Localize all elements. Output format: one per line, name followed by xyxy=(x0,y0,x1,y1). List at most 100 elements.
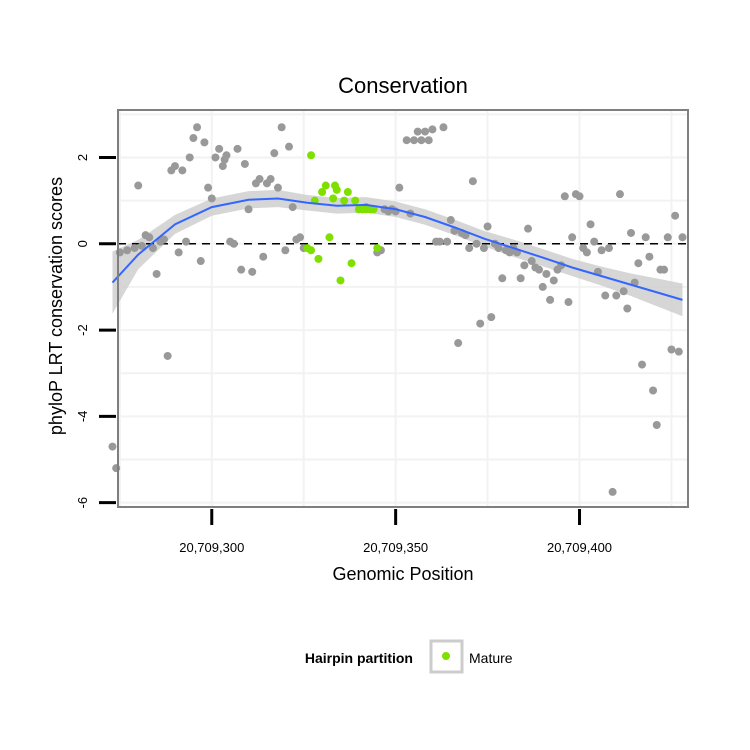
other-point xyxy=(413,127,422,136)
other-point xyxy=(671,211,680,220)
x-tick-label: 20,709,400 xyxy=(547,540,612,555)
mature-point xyxy=(336,276,345,285)
other-point xyxy=(494,244,503,253)
other-point xyxy=(667,345,676,354)
other-point xyxy=(638,360,647,369)
other-point xyxy=(200,138,209,147)
mature-point xyxy=(321,181,330,190)
mature-point xyxy=(351,196,360,205)
other-point xyxy=(645,252,654,261)
other-point xyxy=(410,136,419,145)
mature-point xyxy=(340,196,349,205)
mature-point xyxy=(343,187,352,196)
other-point xyxy=(498,274,507,283)
other-point xyxy=(663,233,672,242)
other-point xyxy=(674,347,683,356)
other-point xyxy=(163,351,172,360)
other-point xyxy=(476,319,485,328)
x-axis-title: Genomic Position xyxy=(332,564,473,584)
other-point xyxy=(273,183,282,192)
y-axis: -6 -4 -2 0 2 xyxy=(75,154,116,509)
other-point xyxy=(152,269,161,278)
mature-point xyxy=(347,259,356,268)
other-point xyxy=(402,136,411,145)
mature-point xyxy=(307,151,316,160)
other-point xyxy=(623,304,632,313)
other-point xyxy=(204,183,213,192)
other-point xyxy=(395,183,404,192)
other-point xyxy=(211,153,220,162)
other-point xyxy=(468,177,477,186)
other-point xyxy=(123,246,132,255)
other-point xyxy=(439,123,448,132)
other-point xyxy=(564,298,573,307)
other-point xyxy=(193,123,202,132)
other-point xyxy=(582,248,591,257)
other-point xyxy=(568,233,577,242)
other-point xyxy=(281,246,290,255)
confidence-ribbon-layer xyxy=(112,189,683,317)
y-axis-title: phyloP LRT conservation scores xyxy=(46,177,66,435)
plot-frame xyxy=(117,109,689,508)
plot-background xyxy=(118,110,688,507)
other-point xyxy=(134,181,143,190)
other-point xyxy=(542,269,551,278)
legend-title: Hairpin partition xyxy=(305,650,413,666)
confidence-ribbon xyxy=(112,189,683,317)
other-point xyxy=(612,291,621,300)
mature-points-layer xyxy=(303,151,382,285)
other-point xyxy=(285,142,293,151)
mature-point xyxy=(329,194,338,203)
other-point xyxy=(516,274,525,283)
other-point xyxy=(678,233,687,242)
smooth-line-layer xyxy=(111,197,683,301)
other-point xyxy=(479,244,488,253)
legend-mature-label: Mature xyxy=(469,650,513,666)
other-point xyxy=(454,339,463,348)
other-point xyxy=(527,257,536,266)
y-tick-label: -6 xyxy=(75,497,90,509)
other-point xyxy=(255,175,264,184)
other-point xyxy=(483,222,492,231)
x-tick-label: 20,709,350 xyxy=(363,540,428,555)
other-point xyxy=(233,144,242,153)
other-point xyxy=(520,261,529,270)
other-point xyxy=(608,487,617,496)
other-point xyxy=(296,233,305,242)
other-point xyxy=(145,233,154,242)
other-point xyxy=(417,136,426,145)
other-point xyxy=(428,125,437,134)
other-point xyxy=(627,228,635,237)
y-tick-label: 2 xyxy=(75,154,90,161)
other-point xyxy=(196,257,205,266)
other-point xyxy=(535,265,544,274)
other-point xyxy=(472,239,481,248)
other-point xyxy=(174,248,183,257)
other-point xyxy=(277,123,286,132)
other-point xyxy=(108,442,117,451)
other-point xyxy=(270,149,279,158)
other-point xyxy=(148,244,157,253)
other-point xyxy=(288,203,297,212)
other-point xyxy=(189,134,198,143)
other-point xyxy=(215,144,224,153)
other-point xyxy=(178,166,187,175)
y-tick-label: -4 xyxy=(75,411,90,423)
other-point xyxy=(182,237,191,246)
other-point xyxy=(487,313,496,322)
other-point xyxy=(435,237,444,246)
other-point xyxy=(237,265,246,274)
other-point xyxy=(615,190,624,199)
mature-point xyxy=(325,233,334,242)
other-point xyxy=(229,239,238,248)
other-point xyxy=(549,276,558,285)
other-point xyxy=(652,421,661,430)
legend: Hairpin partition Mature xyxy=(305,639,513,674)
mature-point xyxy=(307,246,316,255)
other-point xyxy=(538,282,547,291)
other-point xyxy=(443,237,452,246)
other-point xyxy=(660,265,669,274)
other-point xyxy=(575,192,584,201)
x-tick-label: 20,709,300 xyxy=(179,540,244,555)
